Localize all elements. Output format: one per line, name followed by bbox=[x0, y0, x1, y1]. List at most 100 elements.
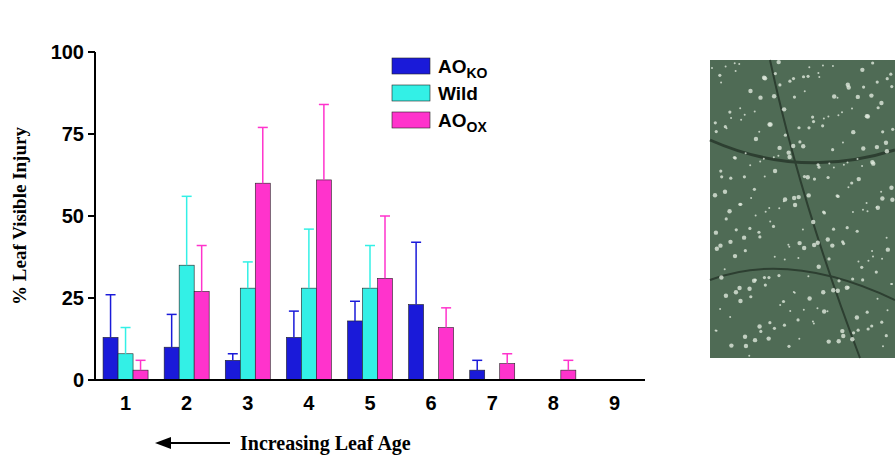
error-line bbox=[354, 301, 356, 321]
speckle bbox=[816, 163, 819, 166]
error-bar bbox=[258, 127, 268, 183]
error-cap bbox=[289, 310, 299, 312]
speckle bbox=[753, 188, 756, 191]
speckle bbox=[720, 175, 723, 178]
error-cap bbox=[319, 104, 329, 106]
speckle bbox=[813, 177, 816, 180]
speckle bbox=[860, 68, 864, 72]
speckle bbox=[890, 198, 894, 202]
speckle bbox=[870, 160, 874, 164]
speckle bbox=[802, 228, 804, 230]
x-tick-label: 7 bbox=[487, 392, 498, 414]
bar bbox=[164, 347, 179, 380]
error-cap bbox=[380, 215, 390, 217]
speckle bbox=[711, 67, 713, 69]
speckle bbox=[889, 73, 892, 76]
x-tick-label: 8 bbox=[548, 392, 559, 414]
speckle bbox=[788, 80, 791, 83]
speckle bbox=[889, 186, 893, 190]
y-tick bbox=[88, 379, 95, 381]
error-cap bbox=[167, 314, 177, 316]
speckle bbox=[875, 145, 879, 149]
speckle bbox=[773, 327, 776, 330]
speckle bbox=[734, 156, 737, 159]
error-cap bbox=[121, 327, 131, 329]
leaf-vein bbox=[770, 60, 860, 358]
speckle bbox=[759, 161, 761, 163]
y-tick bbox=[88, 215, 95, 217]
speckle bbox=[886, 237, 888, 239]
speckle bbox=[841, 334, 845, 338]
speckle bbox=[862, 209, 864, 211]
speckle bbox=[826, 176, 829, 179]
speckle bbox=[738, 63, 740, 65]
speckle bbox=[740, 119, 742, 121]
speckle bbox=[832, 65, 834, 67]
speckle bbox=[748, 227, 751, 230]
speckle bbox=[837, 339, 841, 343]
speckle bbox=[831, 148, 834, 151]
speckle bbox=[723, 190, 727, 194]
speckle bbox=[866, 114, 870, 118]
speckle bbox=[886, 77, 889, 80]
speckle bbox=[884, 140, 888, 144]
speckle bbox=[871, 61, 874, 64]
speckle bbox=[734, 290, 738, 294]
error-bar bbox=[228, 354, 238, 361]
speckle bbox=[783, 197, 787, 201]
speckle bbox=[890, 85, 893, 88]
speckle bbox=[865, 114, 869, 118]
speckle bbox=[842, 142, 844, 144]
speckle bbox=[728, 240, 732, 244]
speckle bbox=[763, 76, 767, 80]
speckle bbox=[724, 268, 726, 270]
error-bar bbox=[167, 314, 177, 347]
speckle bbox=[821, 124, 824, 127]
error-line bbox=[293, 311, 295, 337]
speckle bbox=[768, 321, 771, 324]
bar bbox=[363, 288, 378, 380]
speckle bbox=[718, 243, 722, 247]
speckle bbox=[833, 167, 835, 169]
speckle bbox=[765, 211, 767, 213]
speckle bbox=[755, 214, 757, 216]
legend-swatch bbox=[392, 112, 430, 128]
speckle bbox=[866, 202, 868, 204]
speckle bbox=[812, 120, 815, 123]
speckle bbox=[891, 128, 894, 131]
error-line bbox=[323, 104, 325, 179]
error-bar bbox=[319, 104, 329, 179]
speckle bbox=[827, 116, 829, 118]
y-axis-title: % Leaf Visible Injury bbox=[9, 127, 30, 305]
error-line bbox=[140, 360, 142, 370]
speckle bbox=[816, 307, 818, 309]
speckle bbox=[869, 93, 873, 97]
speckle bbox=[714, 121, 717, 124]
arrow-head bbox=[155, 437, 171, 449]
speckle bbox=[768, 122, 772, 126]
speckle bbox=[851, 130, 855, 134]
speckle bbox=[754, 137, 758, 141]
speckle bbox=[851, 277, 854, 280]
speckle bbox=[794, 292, 796, 294]
error-cap bbox=[502, 353, 512, 355]
bar bbox=[179, 265, 194, 380]
error-line bbox=[110, 295, 112, 338]
speckle bbox=[837, 114, 839, 116]
speckle bbox=[778, 83, 781, 86]
speckle bbox=[798, 338, 800, 340]
speckle bbox=[725, 217, 728, 220]
speckle bbox=[782, 300, 785, 303]
speckle bbox=[875, 271, 878, 274]
bar bbox=[133, 370, 148, 380]
speckle bbox=[776, 60, 780, 64]
error-cap bbox=[350, 301, 360, 303]
error-bar bbox=[563, 360, 573, 370]
bars bbox=[103, 104, 634, 380]
speckle bbox=[836, 289, 840, 293]
error-bar bbox=[197, 246, 207, 292]
speckle bbox=[743, 335, 747, 339]
y-tick-label: 75 bbox=[62, 123, 84, 145]
speckle bbox=[758, 235, 761, 238]
speckle bbox=[724, 294, 728, 298]
